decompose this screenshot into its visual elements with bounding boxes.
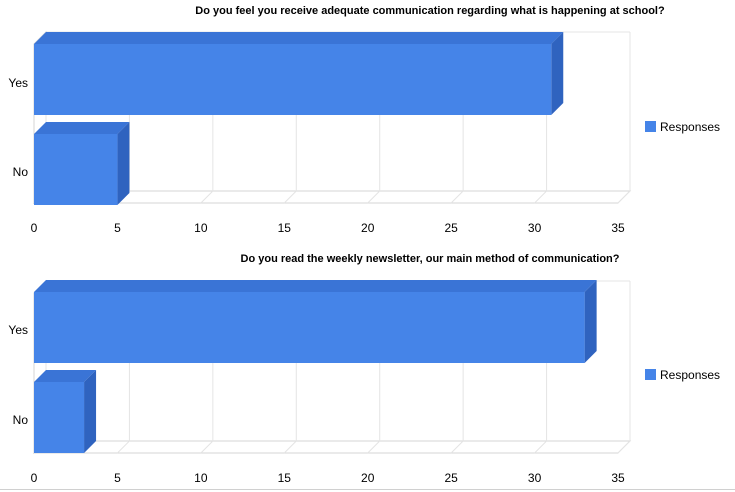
chart-category-labels: Yes No [8,323,28,427]
y-category-label: Yes [8,76,28,90]
y-category-label: No [13,165,29,179]
floor-gridline [450,440,464,454]
bar-front-face [34,382,85,453]
chart-svg: 0 5 10 15 20 25 30 35 Yes No Do you feel you rec… [8,5,720,235]
floor-gridline [117,440,130,454]
bar-side-face [551,32,564,115]
chart-bars [34,32,564,205]
x-tick-label: 30 [528,221,542,235]
x-tick-label: 25 [444,221,458,235]
bar-top-face [34,32,564,44]
x-tick-label: 15 [278,471,292,485]
bar-no [34,122,130,205]
chart-weekly-newsletter: 0 5 10 15 20 25 30 35 Yes No Do you read the wee… [0,246,735,492]
floor-gridline [617,190,631,204]
bar-front-face [34,134,118,205]
chart-svg: 0 5 10 15 20 25 30 35 Yes No Do you read the wee… [8,253,720,485]
legend-label: Responses [660,368,720,382]
bar-no [34,370,97,453]
floor-gridline [200,190,214,204]
legend-swatch [645,121,656,132]
floor-gridline [367,190,381,204]
x-tick-label: 25 [444,471,458,485]
bar-front-face [34,292,585,363]
chart-adequate-communication: 0 5 10 15 20 25 30 35 Yes No Do you feel you rec… [8,5,720,235]
chart-legend: Responses [645,120,720,134]
floor-gridline [283,440,297,454]
x-tick-label: 5 [114,221,121,235]
bar-top-face [34,280,597,292]
floor-gridline [617,440,631,454]
x-tick-label: 10 [194,471,208,485]
x-tick-label: 0 [31,221,38,235]
chart-ticks: 0 5 10 15 20 25 30 35 [31,471,625,485]
y-category-label: Yes [8,323,28,337]
x-tick-label: 10 [194,221,208,235]
bar-side-face [117,122,130,205]
bar-top-face [34,370,97,382]
bar-yes [34,32,564,115]
chart-title: Do you feel you receive adequate communi… [195,5,665,17]
bar-front-face [34,44,552,115]
legend-label: Responses [660,120,720,134]
floor-gridline [283,190,297,204]
floor-gridline [534,440,547,454]
floor-gridline [450,190,464,204]
x-tick-label: 20 [361,471,375,485]
x-tick-label: 5 [114,471,121,485]
y-category-label: No [13,413,29,427]
floor-gridline [534,190,547,204]
chart-title: Do you read the weekly newsletter, our m… [241,253,620,265]
x-tick-label: 0 [31,471,38,485]
x-tick-label: 15 [278,221,292,235]
floor-gridline [200,440,214,454]
x-tick-label: 35 [611,221,625,235]
bar-side-face [584,280,597,363]
chart-bars [34,280,597,453]
chart-legend: Responses [645,368,720,382]
bar-side-face [84,370,97,453]
bar-top-face [34,122,130,134]
chart-category-labels: Yes No [8,76,28,179]
x-tick-label: 20 [361,221,375,235]
bottom-divider [0,489,735,490]
floor-gridline [367,440,381,454]
bar-yes [34,280,597,363]
legend-swatch [645,369,656,380]
x-tick-label: 35 [611,471,625,485]
x-tick-label: 30 [528,471,542,485]
chart-ticks: 0 5 10 15 20 25 30 35 [31,221,625,235]
